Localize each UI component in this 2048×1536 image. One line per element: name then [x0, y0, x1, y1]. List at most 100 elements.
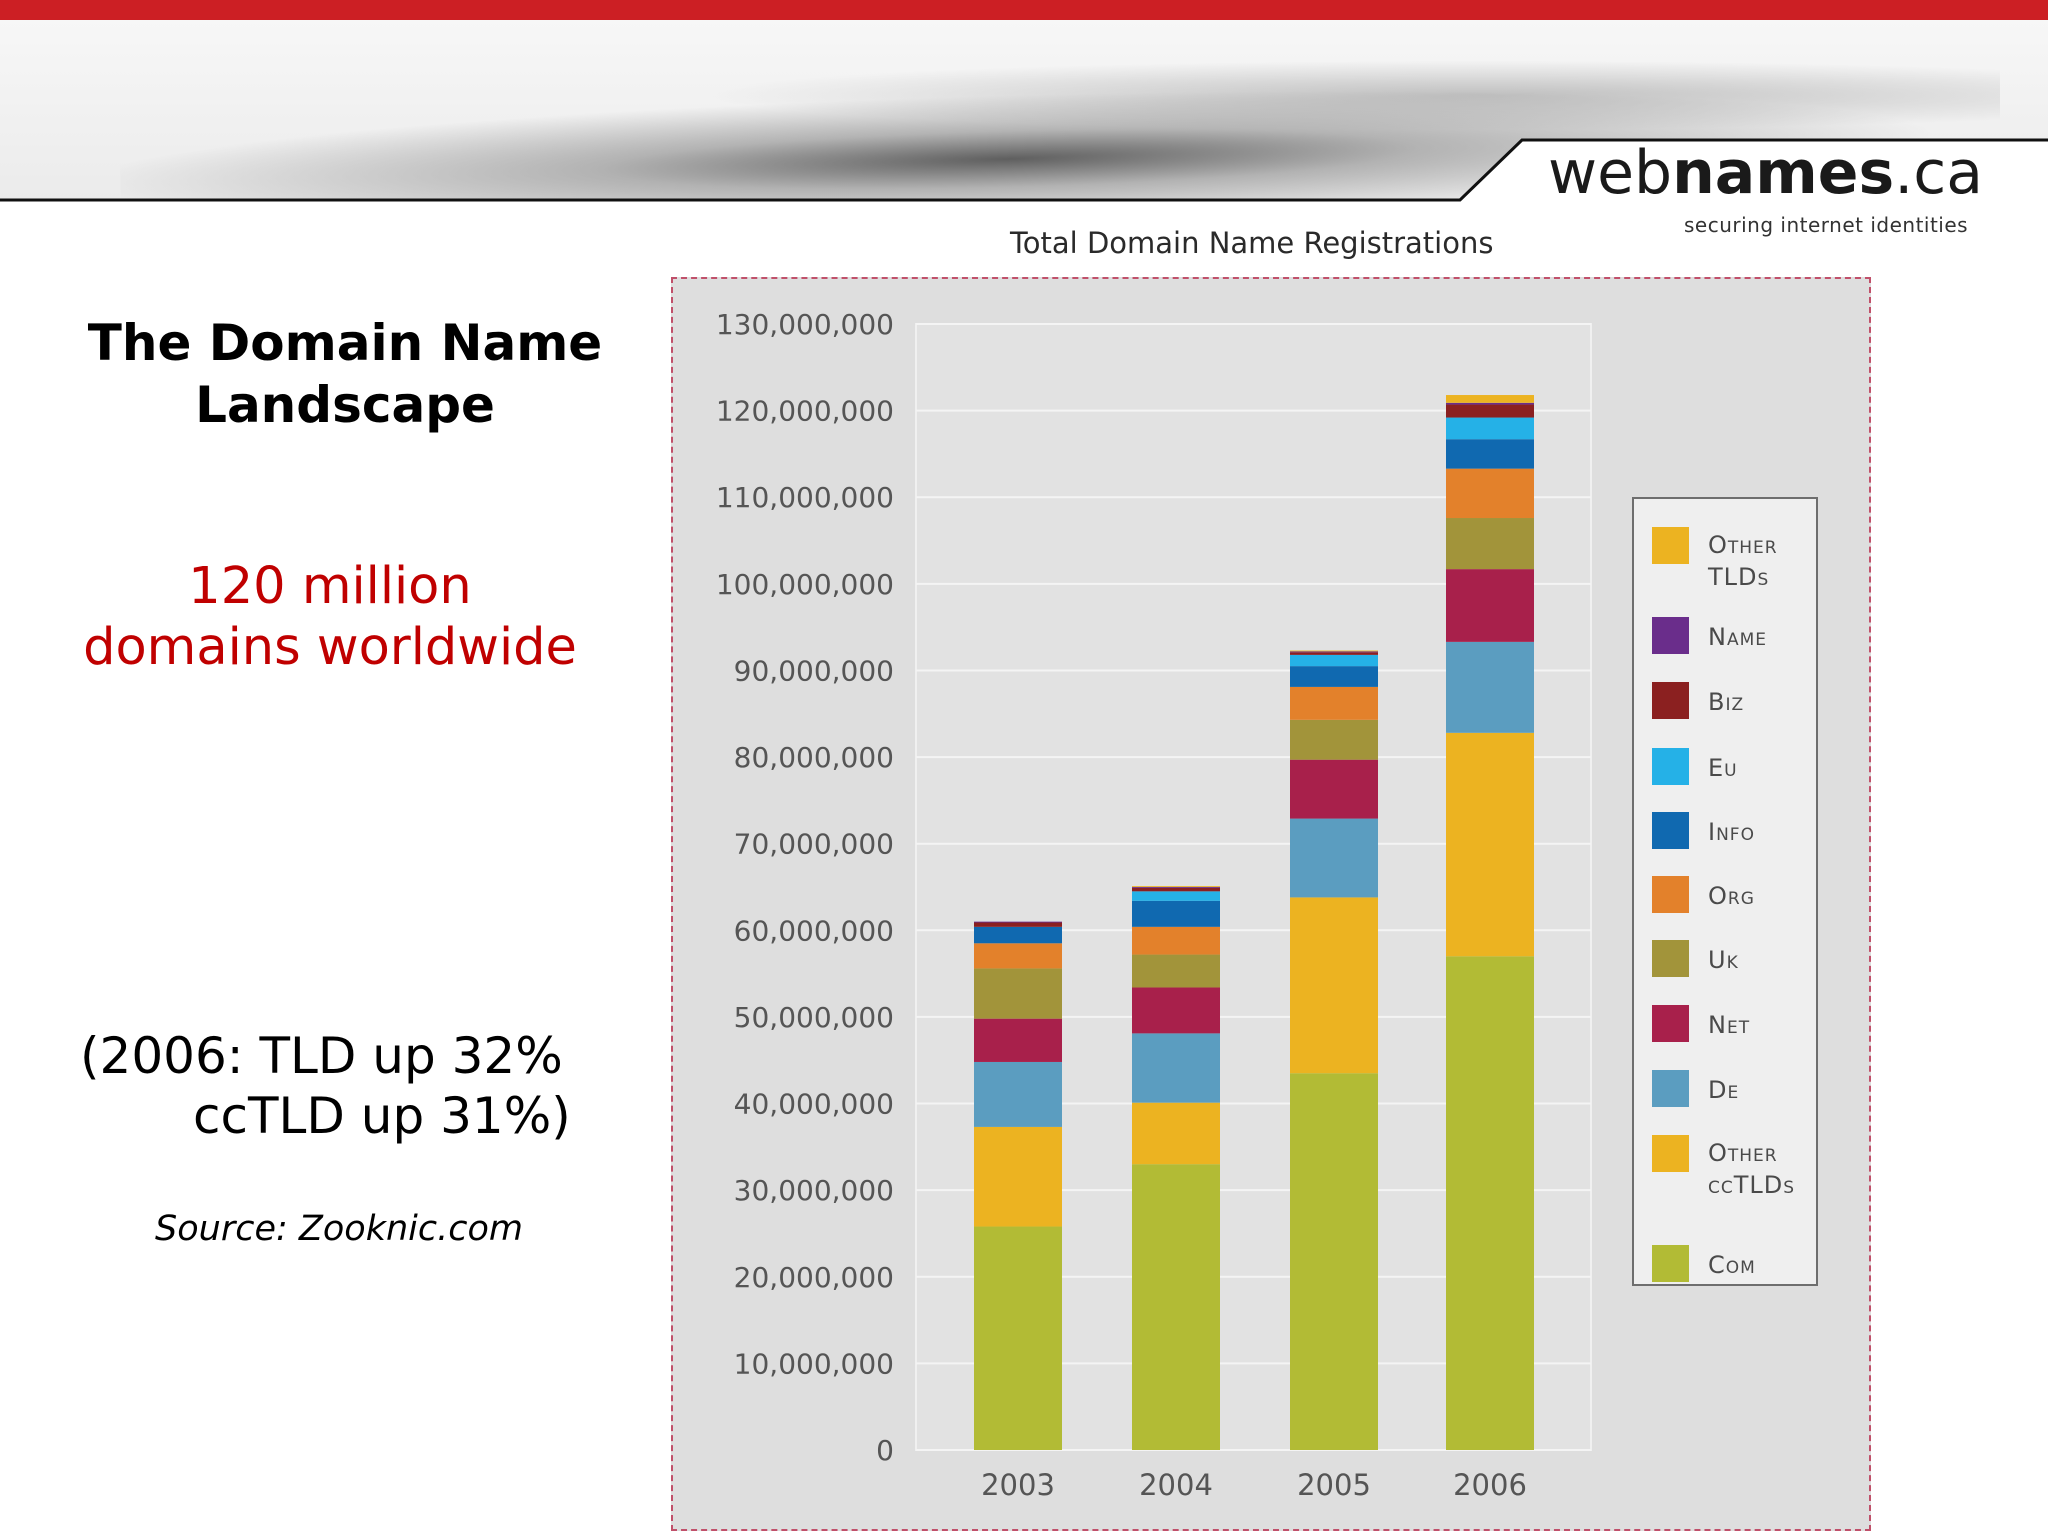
logo-panel-shape [1460, 140, 2048, 260]
y-tick-label: 120,000,000 [716, 395, 894, 428]
legend-swatch [1652, 527, 1689, 564]
legend-label: Other TLDs [1708, 531, 1778, 591]
y-tick-label: 70,000,000 [734, 828, 894, 861]
slide-title-line: The Domain Name [87, 314, 603, 372]
logo-prefix: web [1548, 138, 1673, 208]
legend-label: Info [1708, 818, 1755, 846]
bar-segment [1132, 1033, 1220, 1103]
legend-label: De [1708, 1076, 1740, 1104]
chart-legend: Other TLDs Name Biz Eu Info Org Uk Net De Other c… [1632, 497, 1818, 1286]
bar-segment [1132, 886, 1220, 887]
highlight-line: domains worldwide [83, 618, 577, 677]
y-tick-label: 110,000,000 [716, 481, 894, 514]
bar-segment [974, 943, 1062, 969]
bar-segment [1290, 650, 1378, 652]
bar-segment [1446, 395, 1534, 403]
legend-label: Other ccTLDs [1708, 1139, 1796, 1199]
bar-segment [1290, 654, 1378, 667]
bar-segment [1132, 926, 1220, 955]
bar-segment [1132, 900, 1220, 927]
bar-segment [1132, 887, 1220, 892]
bar-segment [1290, 652, 1378, 655]
growth-note-line2: ccTLD up 31%) [193, 1087, 571, 1145]
x-tick-label: 2006 [1453, 1468, 1527, 1502]
y-tick-label: 30,000,000 [734, 1174, 894, 1207]
bar-segment [974, 1226, 1062, 1450]
bar-segment [974, 1018, 1062, 1062]
y-tick-label: 130,000,000 [716, 308, 894, 341]
source-citation: Source: Zooknic.com [155, 1209, 523, 1249]
legend-swatch [1652, 1245, 1689, 1282]
slide-title: The Domain Name Landscape [40, 312, 650, 436]
bar-segment [1290, 719, 1378, 760]
bar-segment [1446, 641, 1534, 733]
bar-segment [1290, 818, 1378, 898]
banner-outline [0, 138, 2048, 260]
growth-note-line1: (2006: TLD up 32% [80, 1027, 563, 1085]
stacked-bar-chart: 0 10,000,000 20,000,000 30,000,000 40,000,00… [716, 308, 1592, 1502]
bar-segment [1290, 897, 1378, 1074]
legend-swatch [1652, 748, 1689, 785]
y-tick-label: 0 [876, 1434, 894, 1467]
y-tick-label: 40,000,000 [734, 1088, 894, 1121]
bar-segment [1132, 891, 1220, 901]
banner-edge-line [0, 138, 2048, 202]
y-tick-label: 50,000,000 [734, 1001, 894, 1034]
legend-label: Org [1708, 882, 1755, 910]
legend-label: Eu [1708, 754, 1738, 782]
bar-segment [1290, 666, 1378, 687]
bar-segment [1446, 468, 1534, 519]
logo-suffix: .ca [1894, 138, 1984, 208]
bar-segment [1446, 569, 1534, 642]
bar-segment [1290, 1073, 1378, 1450]
y-tick-label: 60,000,000 [734, 914, 894, 947]
bar-segment [974, 926, 1062, 944]
bar-segment [1290, 759, 1378, 819]
highlight-text: 120 million domains worldwide [40, 556, 620, 678]
bar-segment [974, 922, 1062, 927]
legend-swatch [1652, 617, 1689, 654]
bar-segment [1132, 954, 1220, 988]
bar-segment [974, 1061, 1062, 1127]
top-accent-bar [0, 0, 2048, 20]
bar-segment [1290, 651, 1378, 653]
legend-label: Name [1708, 623, 1767, 651]
highlight-line: 120 million [188, 557, 472, 616]
legend-swatch [1652, 1135, 1689, 1172]
bar-segment [1132, 987, 1220, 1034]
y-tick-label: 10,000,000 [734, 1347, 894, 1380]
bar-segment [1446, 404, 1534, 418]
webnames-logo: webnames.ca [1548, 138, 1983, 208]
legend-swatch [1652, 682, 1689, 719]
y-tick-label: 20,000,000 [734, 1261, 894, 1294]
legend-swatch [1652, 812, 1689, 849]
slide-title-line: Landscape [195, 376, 495, 434]
chart-title: Total Domain Name Registrations [1010, 226, 1494, 260]
bar-segment [1132, 1164, 1220, 1450]
logo-tagline: securing internet identities [1684, 213, 1969, 237]
bar-segment [1132, 887, 1220, 888]
bar-segment [1446, 439, 1534, 469]
legend-label: Net [1708, 1011, 1751, 1039]
y-tick-label: 90,000,000 [734, 654, 894, 687]
bar-segment [1446, 417, 1534, 440]
logo-bold: names [1672, 138, 1895, 208]
x-tick-label: 2003 [981, 1468, 1055, 1502]
y-tick-label: 80,000,000 [734, 741, 894, 774]
bar-segment [974, 921, 1062, 923]
legend-swatch [1652, 1005, 1689, 1042]
legend-swatch [1652, 940, 1689, 977]
x-tick-label: 2005 [1297, 1468, 1371, 1502]
x-tick-label: 2004 [1139, 1468, 1213, 1502]
legend-label: Biz [1708, 688, 1745, 716]
bar-segment [974, 968, 1062, 1019]
legend-swatch [1652, 1070, 1689, 1107]
legend-label: Com [1708, 1251, 1756, 1279]
bar-segment [1132, 1102, 1220, 1165]
bar-segment [974, 1126, 1062, 1227]
bar-segment [1446, 402, 1534, 405]
bar-segment [1290, 686, 1378, 720]
y-tick-label: 100,000,000 [716, 568, 894, 601]
legend-swatch [1652, 876, 1689, 913]
legend-label: Uk [1708, 946, 1739, 974]
